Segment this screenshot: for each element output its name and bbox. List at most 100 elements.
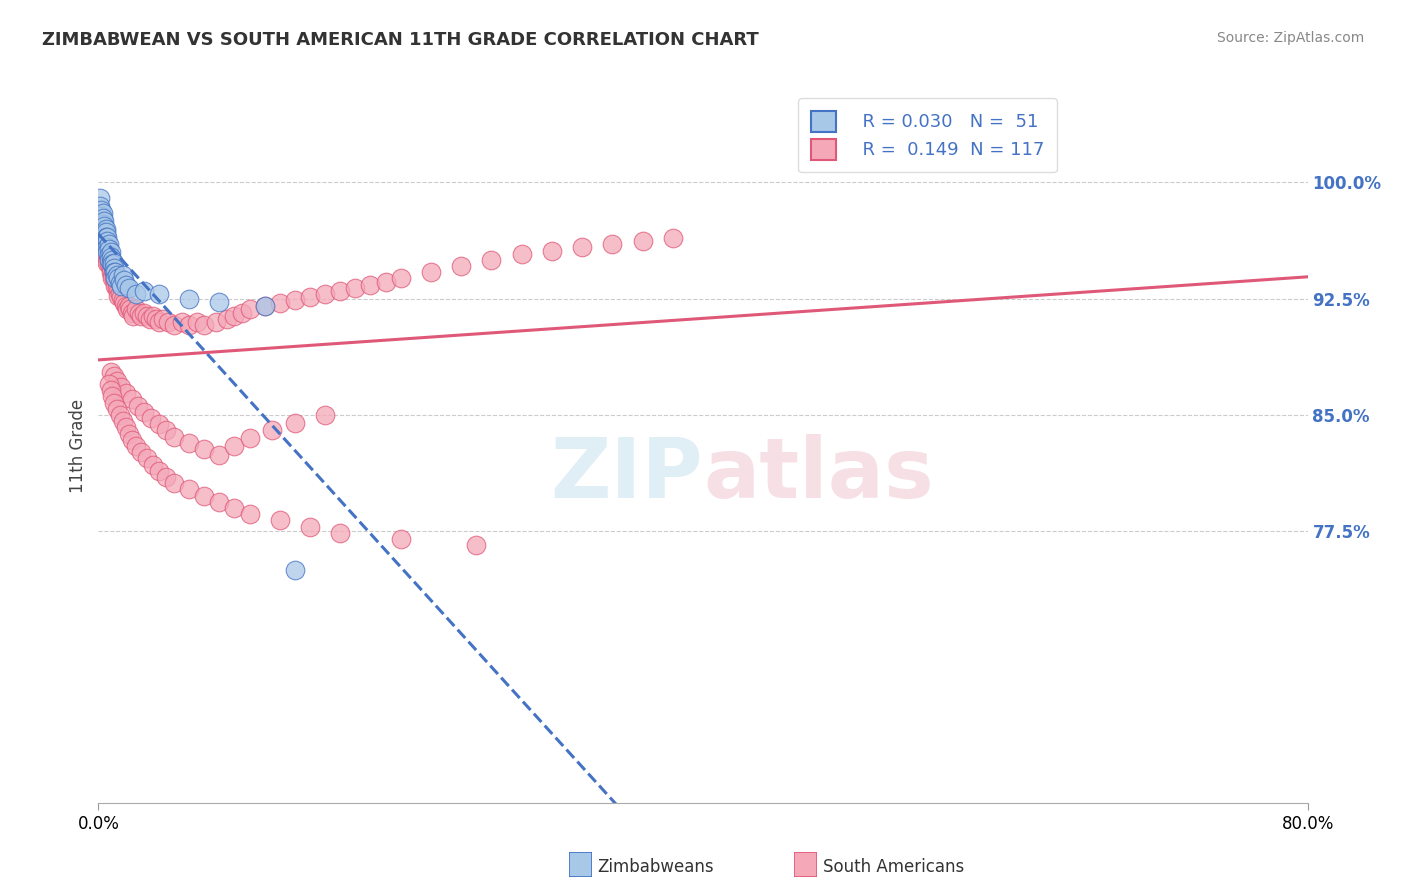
Point xyxy=(170,315,193,329)
Point xyxy=(125,439,148,453)
Point xyxy=(208,448,231,462)
Point xyxy=(91,211,114,225)
Point xyxy=(100,245,122,260)
Point xyxy=(145,311,167,326)
Point xyxy=(107,288,129,302)
Point xyxy=(96,234,118,248)
Point xyxy=(224,309,246,323)
Point xyxy=(329,525,352,540)
Point xyxy=(239,508,262,522)
Point xyxy=(132,405,155,419)
Point xyxy=(128,305,150,319)
Point xyxy=(155,424,177,438)
Point xyxy=(114,386,136,401)
Point xyxy=(132,305,155,319)
Point xyxy=(239,431,262,445)
Point xyxy=(90,214,112,228)
Point xyxy=(269,296,291,310)
Point xyxy=(269,513,291,527)
Point xyxy=(205,315,228,329)
Point xyxy=(98,242,121,256)
Point xyxy=(329,284,352,298)
Point xyxy=(114,299,136,313)
Point xyxy=(155,470,177,484)
Point xyxy=(662,231,685,245)
Point xyxy=(104,265,127,279)
Point xyxy=(101,258,124,272)
Point xyxy=(179,483,201,497)
Legend:   R = 0.030   N =  51,   R =  0.149  N = 117: R = 0.030 N = 51, R = 0.149 N = 117 xyxy=(799,98,1057,172)
Point xyxy=(93,225,115,239)
Point xyxy=(105,281,128,295)
Point xyxy=(101,271,124,285)
Point xyxy=(299,290,322,304)
Point xyxy=(94,234,117,248)
Point xyxy=(127,399,149,413)
Point xyxy=(107,271,129,285)
Text: South Americans: South Americans xyxy=(823,858,963,876)
Point xyxy=(98,237,121,252)
Point xyxy=(284,293,307,308)
Point xyxy=(110,279,132,293)
Point xyxy=(103,265,125,279)
Text: atlas: atlas xyxy=(703,434,934,515)
Point xyxy=(163,318,186,332)
Point xyxy=(103,265,125,279)
Point xyxy=(129,445,152,459)
Point xyxy=(121,392,143,407)
Point xyxy=(94,248,117,262)
Point xyxy=(91,222,114,236)
Point xyxy=(163,430,186,444)
Point xyxy=(129,309,152,323)
Point xyxy=(101,252,124,267)
Y-axis label: 11th Grade: 11th Grade xyxy=(69,399,87,493)
Point xyxy=(96,256,118,270)
Point xyxy=(110,380,132,394)
Point xyxy=(111,414,134,428)
Point xyxy=(510,246,533,260)
Point xyxy=(314,408,336,422)
Point xyxy=(540,244,562,258)
Point xyxy=(481,252,503,267)
Text: ZIMBABWEAN VS SOUTH AMERICAN 11TH GRADE CORRELATION CHART: ZIMBABWEAN VS SOUTH AMERICAN 11TH GRADE … xyxy=(42,31,759,49)
Point xyxy=(152,311,174,326)
Point xyxy=(100,383,122,397)
Point xyxy=(253,299,276,313)
Point xyxy=(98,252,121,267)
Point xyxy=(104,271,127,285)
Point xyxy=(98,248,121,262)
Point xyxy=(125,287,148,301)
Point xyxy=(224,501,246,516)
Point xyxy=(112,273,135,287)
Point xyxy=(93,214,115,228)
Point xyxy=(450,259,472,273)
Point xyxy=(89,191,111,205)
Point xyxy=(96,245,118,260)
Point xyxy=(110,290,132,304)
Point xyxy=(148,464,170,478)
Point xyxy=(94,225,117,239)
Point xyxy=(93,229,115,244)
Point xyxy=(96,240,118,254)
Point xyxy=(193,442,215,456)
Point xyxy=(94,240,117,254)
Point xyxy=(284,563,307,577)
Text: Zimbabweans: Zimbabweans xyxy=(598,858,714,876)
Point xyxy=(208,294,231,309)
Point xyxy=(100,265,122,279)
Point xyxy=(94,229,117,244)
Point xyxy=(631,234,654,248)
Point xyxy=(118,426,141,441)
Point xyxy=(101,389,124,403)
Point xyxy=(103,395,125,409)
Point xyxy=(104,279,127,293)
Point xyxy=(96,229,118,244)
Point xyxy=(299,519,322,533)
Point xyxy=(193,489,215,503)
Point xyxy=(98,376,121,391)
Point xyxy=(108,287,131,301)
Point xyxy=(142,458,165,472)
Point xyxy=(231,305,253,319)
Point xyxy=(111,268,134,283)
Point xyxy=(105,374,128,388)
